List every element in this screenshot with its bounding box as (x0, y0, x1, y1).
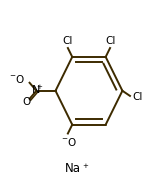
Text: $^{-}$O: $^{-}$O (9, 73, 25, 85)
Text: $^{-}$O: $^{-}$O (61, 136, 77, 148)
Text: N: N (32, 85, 41, 95)
Text: +: + (36, 84, 42, 90)
Text: Cl: Cl (106, 36, 116, 46)
Text: O: O (22, 97, 30, 107)
Text: Cl: Cl (132, 92, 142, 102)
Text: +: + (82, 163, 88, 169)
Text: Cl: Cl (62, 36, 72, 46)
Text: Na: Na (65, 163, 81, 176)
